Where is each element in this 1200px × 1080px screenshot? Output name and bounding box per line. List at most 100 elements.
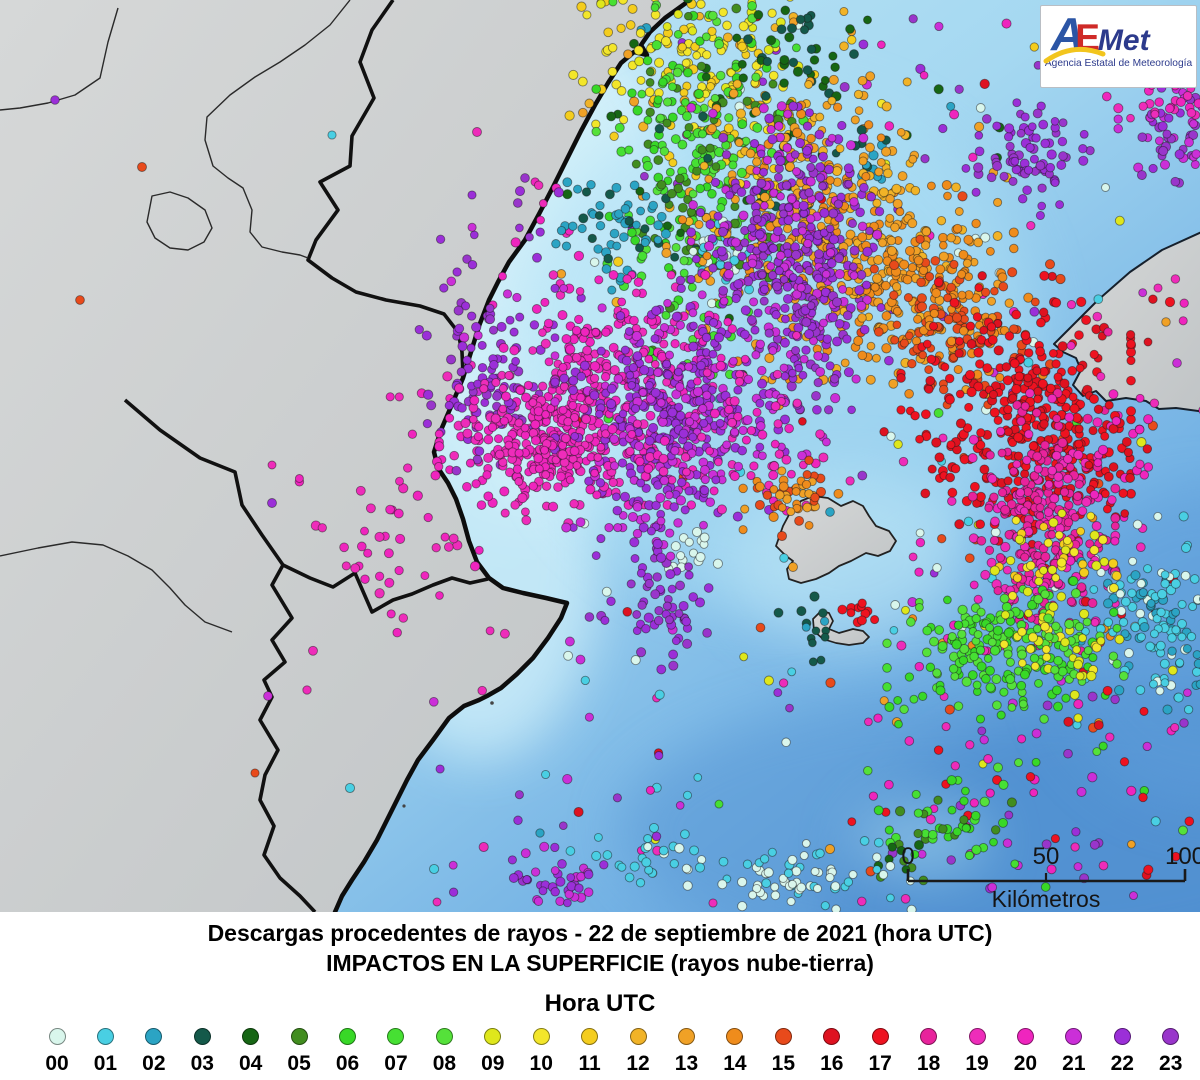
lightning-dot: [412, 490, 423, 501]
lightning-dot: [641, 191, 651, 201]
lightning-dot: [989, 492, 999, 502]
exclave-border: [146, 191, 213, 251]
lightning-dot: [473, 330, 483, 341]
lightning-dot: [659, 409, 669, 419]
lightning-dot: [710, 177, 721, 188]
lightning-dot: [723, 269, 734, 280]
lightning-dot: [1074, 439, 1084, 449]
lightning-dot: [1167, 646, 1177, 656]
lightning-dot: [637, 251, 648, 261]
lightning-dot: [1042, 700, 1053, 711]
lightning-dot: [1070, 842, 1080, 852]
lightning-dot: [653, 155, 664, 166]
lightning-dot: [643, 463, 654, 474]
lightning-dot: [873, 837, 884, 848]
lightning-dot: [523, 380, 534, 391]
lightning-dot: [933, 84, 944, 95]
lightning-dot: [750, 325, 760, 335]
lightning-dot: [825, 507, 835, 517]
lightning-dot: [828, 234, 839, 245]
lightning-dot: [635, 456, 645, 467]
lightning-dot: [531, 304, 542, 314]
lightning-dot: [596, 442, 606, 452]
lightning-dot: [717, 226, 728, 237]
lightning-dot: [763, 867, 774, 878]
legend-dot-icon: [339, 1028, 357, 1045]
lightning-dot: [477, 340, 487, 350]
lightning-dot: [544, 357, 554, 367]
lightning-dot: [773, 172, 783, 182]
lightning-dot: [682, 790, 693, 800]
lightning-dot: [1014, 758, 1023, 768]
lightning-dot: [591, 850, 602, 861]
lightning-dot: [806, 222, 816, 232]
lightning-dot: [559, 382, 570, 392]
lightning-dot: [763, 44, 774, 55]
lightning-dot: [632, 610, 642, 619]
lightning-dot: [738, 73, 748, 83]
lightning-dot: [740, 305, 751, 316]
lightning-dot: [1142, 741, 1152, 752]
lightning-dot: [938, 824, 948, 834]
lightning-dot: [1014, 534, 1025, 545]
lightning-dot: [612, 505, 623, 516]
lightning-dot: [1192, 650, 1200, 660]
lightning-dot: [950, 671, 960, 681]
lightning-dot: [392, 627, 402, 638]
lightning-dot: [953, 620, 964, 630]
lightning-dot: [943, 191, 952, 201]
lightning-dot: [806, 133, 816, 144]
lightning-dot: [1056, 591, 1067, 602]
lightning-dot: [907, 262, 918, 273]
lightning-dot: [1148, 294, 1158, 304]
lightning-dot: [1078, 633, 1087, 643]
lightning-dot: [1136, 632, 1146, 642]
lightning-dot: [1159, 159, 1171, 170]
lightning-dot: [884, 701, 895, 713]
lightning-dot: [769, 461, 780, 472]
lightning-dot: [659, 322, 669, 333]
lightning-dot: [426, 400, 437, 411]
lightning-dot: [587, 233, 597, 244]
lightning-dot: [742, 859, 753, 869]
lightning-dot: [948, 664, 959, 674]
lightning-dot: [589, 257, 600, 267]
lightning-dot: [607, 285, 617, 295]
lightning-dot: [50, 95, 60, 105]
lightning-dot: [899, 338, 909, 348]
lightning-dot: [709, 486, 719, 496]
lightning-dot: [718, 285, 729, 296]
lightning-dot: [1059, 378, 1070, 389]
lightning-dot: [1099, 557, 1110, 567]
lightning-dot: [703, 240, 715, 252]
lightning-dot: [773, 419, 783, 429]
lightning-dot: [636, 478, 646, 488]
lightning-dot: [1108, 651, 1119, 661]
lightning-dot: [718, 132, 729, 143]
lightning-dot: [844, 179, 853, 189]
lightning-dot: [1024, 348, 1034, 358]
lightning-dot: [840, 358, 850, 368]
lightning-dot: [993, 197, 1003, 207]
lightning-dot: [854, 285, 865, 296]
lightning-dot: [504, 370, 514, 381]
lightning-dot: [882, 663, 892, 673]
legend-hour-label: 07: [384, 1052, 408, 1075]
lightning-dot: [1172, 358, 1182, 368]
lightning-dot: [774, 121, 784, 131]
lightning-dot: [1143, 462, 1154, 472]
lightning-dot: [1036, 317, 1046, 328]
lightning-dot: [1014, 371, 1025, 382]
lightning-dot: [1051, 685, 1062, 696]
lightning-dot: [1126, 785, 1137, 797]
lightning-dot: [911, 789, 921, 799]
lightning-dot: [957, 191, 968, 202]
lightning-dot: [489, 359, 499, 370]
lightning-dot: [1039, 419, 1049, 429]
lightning-dot: [847, 405, 856, 415]
lightning-dot: [1103, 471, 1114, 482]
lightning-dot: [1145, 641, 1155, 652]
lightning-dot: [574, 314, 584, 325]
lightning-dot: [1039, 270, 1050, 281]
lightning-dot: [674, 382, 685, 392]
